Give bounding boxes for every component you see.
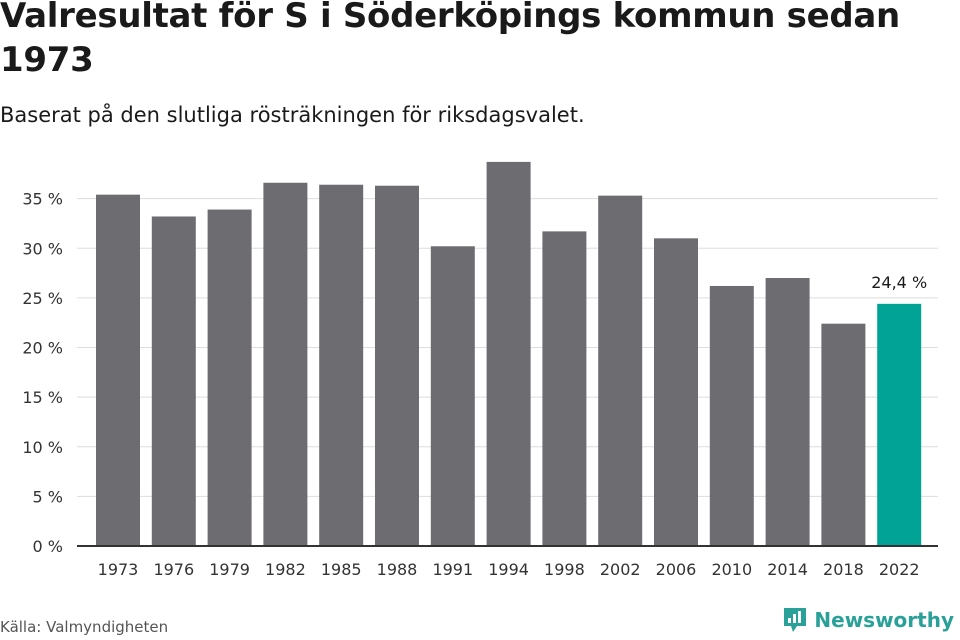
x-tick-label: 2002 xyxy=(600,560,641,579)
bar-1991 xyxy=(430,246,475,546)
bar-2022 xyxy=(877,303,922,546)
brand-name: Newsworthy xyxy=(814,608,954,632)
x-tick-label: 2022 xyxy=(879,560,920,579)
brand-logo: Newsworthy xyxy=(782,606,954,634)
newsworthy-logo-icon xyxy=(784,608,807,632)
source-note: Källa: Valmyndigheten xyxy=(0,618,169,636)
x-tick-label: 1988 xyxy=(377,560,418,579)
annotations: 24,4 % xyxy=(871,273,927,292)
x-tick-label: 1991 xyxy=(432,560,473,579)
x-tick-label: 2018 xyxy=(823,560,864,579)
x-tick-label: 1998 xyxy=(544,560,585,579)
bar-chart: 0 %5 %10 %15 %20 %25 %30 %35 % 1973 1976 1… xyxy=(22,161,938,579)
x-tick-label: 1994 xyxy=(488,560,529,579)
x-tick-label: 1982 xyxy=(265,560,306,579)
y-tick-label: 5 % xyxy=(33,487,63,506)
y-tick-label: 30 % xyxy=(22,239,63,258)
bar-2018 xyxy=(821,323,866,546)
bar-1985 xyxy=(319,184,364,547)
x-axis-labels: 1973 1976 1979 1982 1985 1988 1991 1994 1998 2002… xyxy=(98,560,920,579)
bar-1979 xyxy=(207,209,252,547)
y-axis-labels: 0 % 5 % 10 % 15 % 20 % 25 % 30 % 35 % xyxy=(22,190,63,556)
bar-2006 xyxy=(654,238,698,546)
bar-1982 xyxy=(263,182,308,546)
bar-1988 xyxy=(375,185,419,546)
highlight-value-label: 24,4 % xyxy=(871,273,927,292)
bar-2014 xyxy=(765,278,810,546)
bar-2010 xyxy=(709,285,754,546)
x-tick-label: 1976 xyxy=(153,560,194,579)
bars xyxy=(96,161,922,547)
y-tick-label: 15 % xyxy=(22,388,63,407)
bar-1994 xyxy=(486,161,531,546)
y-tick-label: 35 % xyxy=(22,190,63,209)
bar-2002 xyxy=(598,195,643,546)
y-tick-label: 10 % xyxy=(22,438,63,457)
y-tick-label: 0 % xyxy=(33,537,63,556)
chart-title: Valresultat för S i Söderköpings kommun … xyxy=(0,0,900,80)
x-tick-label: 1979 xyxy=(209,560,250,579)
x-tick-label: 2014 xyxy=(767,560,808,579)
x-tick-label: 1973 xyxy=(98,560,139,579)
x-tick-label: 1985 xyxy=(321,560,362,579)
chart-subtitle: Baserat på den slutliga rösträkningen fö… xyxy=(0,103,585,127)
bar-1973 xyxy=(96,194,140,546)
bar-1976 xyxy=(151,216,196,547)
y-tick-label: 25 % xyxy=(22,289,63,308)
x-tick-label: 2006 xyxy=(656,560,697,579)
y-tick-label: 20 % xyxy=(22,339,63,358)
x-tick-label: 2010 xyxy=(711,560,752,579)
bar-1998 xyxy=(542,231,587,546)
